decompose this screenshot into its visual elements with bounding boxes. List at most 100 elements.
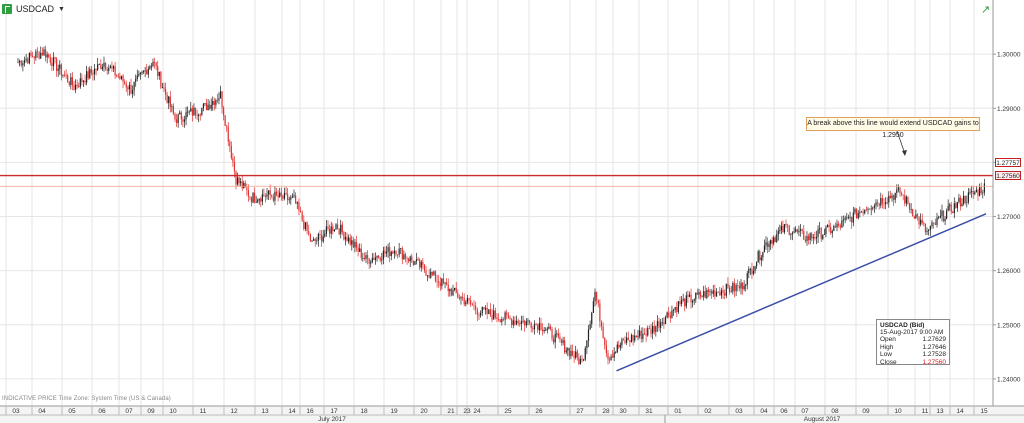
candle-down — [321, 234, 323, 242]
candle-up — [17, 62, 19, 64]
candle-up — [362, 257, 364, 259]
candle-down — [608, 359, 611, 361]
candle-down — [48, 54, 50, 58]
candle-down — [395, 250, 397, 255]
candle-down — [491, 314, 493, 320]
candle-up — [546, 328, 548, 330]
candle-up — [939, 215, 941, 218]
candle-up — [762, 252, 764, 258]
candle-down — [87, 71, 89, 79]
x-tick-label: 18 — [360, 408, 368, 415]
candle-up — [709, 291, 711, 293]
candle-up — [142, 71, 145, 73]
candle-down — [924, 223, 927, 233]
candle-up — [403, 254, 405, 260]
candle-down — [125, 83, 127, 88]
candle-up — [28, 53, 30, 64]
candle-up — [749, 268, 751, 270]
candle-up — [120, 75, 123, 79]
candle-up — [831, 230, 833, 234]
candle-up — [616, 344, 618, 353]
candle-up — [637, 336, 639, 338]
candle-down — [690, 294, 692, 303]
candle-up — [575, 351, 577, 358]
candle-down — [232, 158, 234, 163]
candle-down — [679, 301, 681, 304]
candle-down — [355, 242, 358, 248]
candle-up — [661, 322, 663, 324]
candle-up — [745, 284, 747, 286]
candle-down — [820, 228, 822, 239]
candle-up — [979, 187, 981, 196]
candle-down — [573, 355, 575, 358]
candle-up — [963, 195, 965, 204]
candle-up — [812, 237, 814, 239]
candle-up — [806, 236, 808, 242]
y-tick-label: 1.26000 — [997, 268, 1021, 275]
candle-up — [204, 103, 206, 104]
candle-down — [246, 187, 248, 191]
candle-up — [822, 234, 824, 239]
candle-down — [668, 312, 670, 316]
candle-up — [860, 211, 863, 213]
candle-up — [854, 208, 856, 213]
candle-up — [188, 111, 190, 113]
candle-up — [974, 192, 976, 195]
candle-down — [519, 323, 521, 325]
candle-down — [349, 237, 351, 245]
candle-up — [776, 234, 778, 242]
candle-down — [27, 58, 29, 64]
candle-down — [839, 225, 841, 228]
candle-up — [615, 352, 617, 353]
candle-down — [551, 329, 553, 339]
candle-up — [23, 60, 26, 64]
candle-down — [483, 307, 485, 310]
candle-up — [587, 329, 590, 341]
info-box-title: USDCAD (Bid) — [880, 322, 925, 329]
candle-down — [604, 337, 606, 346]
candle-up — [333, 229, 335, 232]
x-tick-label: 11 — [922, 408, 929, 415]
candle-up — [720, 290, 723, 296]
symbol-dropdown-icon[interactable]: ▼ — [58, 5, 65, 13]
candle-down — [368, 258, 370, 264]
candle-up — [666, 312, 668, 318]
candle-down — [722, 290, 724, 294]
candle-down — [627, 337, 629, 341]
candle-up — [201, 107, 203, 115]
candle-down — [899, 187, 901, 194]
x-tick-label: 13 — [261, 408, 269, 415]
candle-down — [360, 248, 362, 259]
candle-down — [828, 225, 830, 228]
candle-down — [785, 224, 787, 226]
candle-down — [226, 125, 228, 127]
candle-up — [290, 197, 292, 200]
candle-up — [128, 84, 131, 90]
candle-down — [327, 226, 329, 230]
candle-down — [564, 340, 566, 353]
candle-up — [920, 219, 922, 225]
candle-up — [983, 183, 985, 193]
candle-down — [724, 293, 726, 296]
x-tick-label: 14 — [288, 408, 296, 415]
symbol-header[interactable]: USDCAD ▼ — [2, 4, 65, 14]
candle-up — [141, 72, 143, 73]
candle-up — [849, 217, 851, 218]
candle-down — [553, 338, 555, 343]
candle-up — [288, 199, 290, 201]
footer-note: INDICATIVE PRICE Time Zone: System Time … — [2, 396, 171, 402]
support-trendline — [616, 213, 987, 372]
ohlc-info-box: USDCAD (Bid) 15-Aug-2017 9:00 AM Open 1.… — [876, 319, 950, 366]
candle-up — [947, 205, 949, 212]
candle-up — [371, 257, 373, 263]
candle-down — [727, 283, 729, 288]
info-value: 1.27528 — [922, 351, 947, 358]
x-tick-label: 31 — [645, 408, 653, 415]
candle-down — [119, 76, 121, 79]
candle-down — [952, 211, 954, 214]
trend-arrow-icon[interactable]: ↗ — [981, 4, 991, 16]
x-tick-label: 02 — [704, 408, 712, 415]
candle-down — [462, 297, 464, 299]
candle-down — [280, 192, 282, 196]
